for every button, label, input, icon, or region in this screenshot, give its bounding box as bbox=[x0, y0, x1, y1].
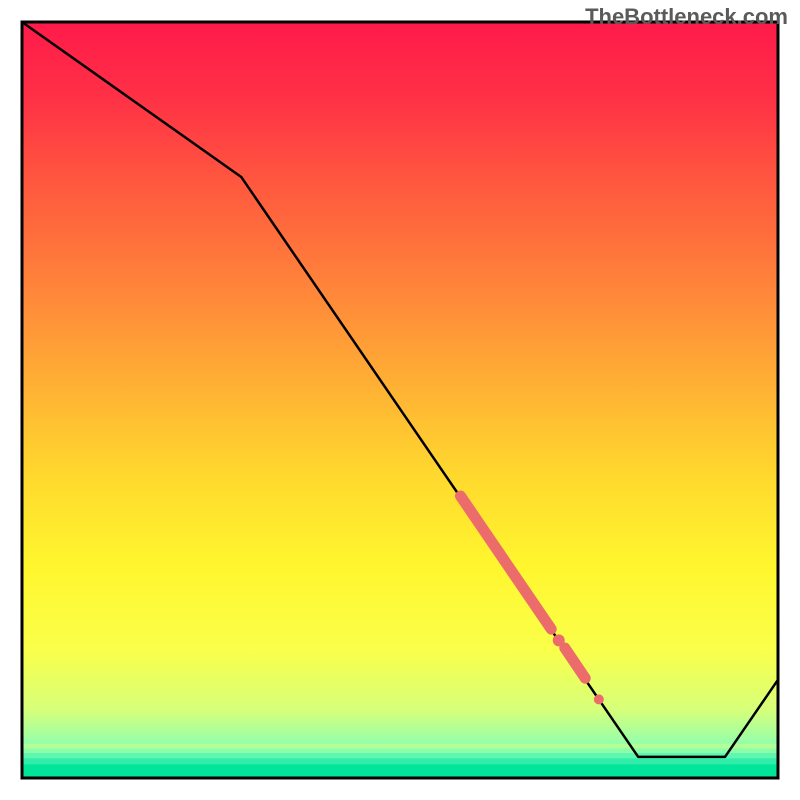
watermark: TheBottleneck.com bbox=[585, 4, 788, 30]
green-band bbox=[22, 758, 778, 764]
green-band bbox=[22, 764, 778, 778]
green-band bbox=[22, 749, 778, 754]
highlight-dot bbox=[594, 694, 604, 704]
chart-container: TheBottleneck.com bbox=[0, 0, 800, 800]
green-band bbox=[22, 744, 778, 749]
gradient-background bbox=[22, 22, 778, 778]
highlight-dot bbox=[553, 634, 565, 646]
bottleneck-chart bbox=[0, 0, 800, 800]
